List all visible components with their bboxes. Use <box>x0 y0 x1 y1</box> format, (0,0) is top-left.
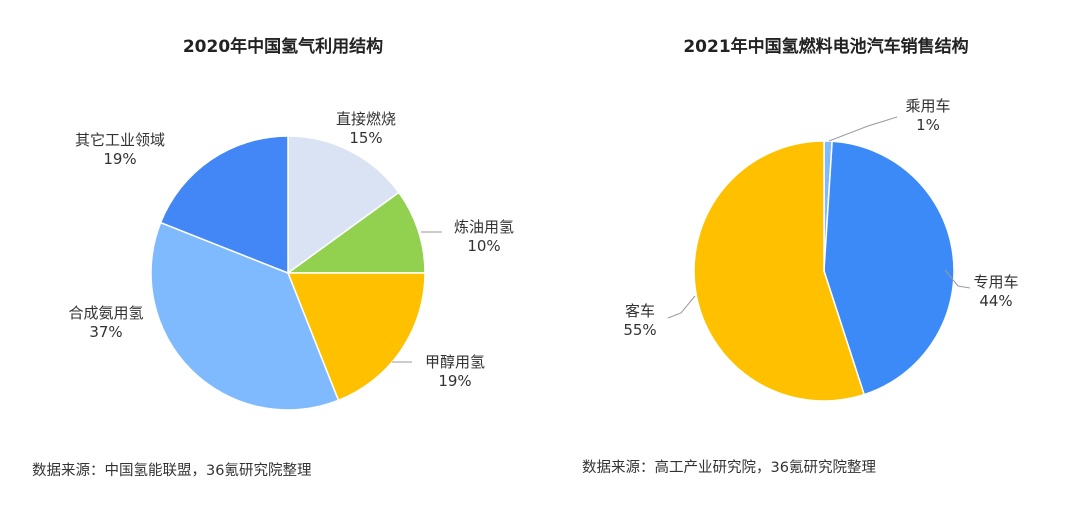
chart2-slice-name-1: 专用车 <box>973 273 1018 291</box>
chart1-slice-percent-0: 15% <box>349 129 382 147</box>
chart1-slice-name-0: 直接燃烧 <box>336 110 396 128</box>
chart1-slice-percent-2: 19% <box>438 372 471 390</box>
chart1-slice-percent-1: 10% <box>467 237 500 255</box>
pie-chart-fuel-cell-sales <box>693 140 955 402</box>
chart1-slice-1 <box>285 191 426 274</box>
chart1-slice-name-3: 合成氨用氢 <box>68 304 143 322</box>
chart2-title: 2021年中国氢燃料电池汽车销售结构 <box>683 36 968 57</box>
chart2-slice-percent-1: 44% <box>979 292 1012 310</box>
chart1-slice-4 <box>159 135 289 275</box>
chart1-slice-percent-4: 19% <box>103 150 136 168</box>
chart2-slice-percent-2: 55% <box>623 321 656 339</box>
chart1-slice-2 <box>286 272 426 402</box>
chart2-leader-line-1 <box>944 269 971 289</box>
pie-chart-hydrogen-use <box>150 135 426 411</box>
chart2-slice-name-0: 乘用车 <box>905 97 950 115</box>
chart2-leader-line-2 <box>667 295 696 319</box>
chart2-slice-percent-0: 1% <box>916 116 940 134</box>
chart2-leader-line-0 <box>828 116 898 142</box>
slice-labels: 直接燃烧15%炼油用氢10%甲醇用氢19%合成氨用氢37%其它工业领域19%乘用… <box>68 97 1018 390</box>
chart2-slice-1 <box>823 140 955 396</box>
chart2-slice-2 <box>693 140 866 402</box>
chart1-slice-3 <box>150 221 340 411</box>
chart1-slice-name-4: 其它工业领域 <box>75 131 165 149</box>
chart2-source-note: 数据来源：高工产业研究院，36氪研究院整理 <box>582 459 876 476</box>
chart2-slice-name-2: 客车 <box>625 302 655 320</box>
chart1-slice-0 <box>287 135 400 275</box>
chart1-slice-percent-3: 37% <box>89 323 122 341</box>
chart1-slice-name-1: 炼油用氢 <box>454 218 514 236</box>
chart1-source-note: 数据来源：中国氢能联盟，36氪研究院整理 <box>32 462 312 479</box>
chart1-slice-name-2: 甲醇用氢 <box>425 353 485 371</box>
chart1-title: 2020年中国氢气利用结构 <box>183 36 383 57</box>
